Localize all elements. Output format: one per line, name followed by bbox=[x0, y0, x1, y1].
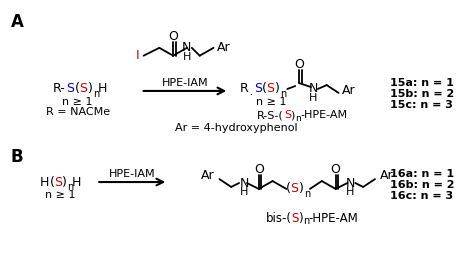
Text: ): ) bbox=[290, 110, 295, 120]
Text: n ≥ 1: n ≥ 1 bbox=[63, 97, 93, 107]
Text: -HPE-AM: -HPE-AM bbox=[308, 212, 358, 225]
Text: n ≥ 1: n ≥ 1 bbox=[45, 190, 75, 200]
Text: N: N bbox=[182, 41, 191, 54]
Text: H: H bbox=[182, 52, 191, 62]
Text: 16c: n = 3: 16c: n = 3 bbox=[390, 191, 453, 201]
Text: (: ( bbox=[286, 183, 291, 195]
Text: B: B bbox=[10, 148, 23, 166]
Text: Ar: Ar bbox=[201, 169, 214, 182]
Text: Ar: Ar bbox=[380, 169, 393, 182]
Text: S: S bbox=[266, 82, 274, 95]
Text: -HPE-AM: -HPE-AM bbox=[300, 110, 347, 120]
Text: n ≥ 1: n ≥ 1 bbox=[256, 97, 287, 107]
Text: ): ) bbox=[275, 82, 280, 95]
Text: S: S bbox=[284, 110, 292, 120]
Text: n: n bbox=[93, 89, 100, 99]
Text: H: H bbox=[39, 175, 49, 188]
Text: N: N bbox=[346, 177, 355, 190]
Text: n: n bbox=[280, 89, 286, 99]
Text: (: ( bbox=[262, 82, 267, 95]
Text: O: O bbox=[254, 163, 264, 176]
Text: n: n bbox=[295, 114, 301, 123]
Text: H: H bbox=[72, 175, 82, 188]
Text: R-S-(: R-S-( bbox=[257, 110, 283, 120]
Text: ): ) bbox=[298, 212, 303, 225]
Text: 15c: n = 3: 15c: n = 3 bbox=[390, 100, 453, 110]
Text: 16a: n = 1: 16a: n = 1 bbox=[390, 169, 454, 179]
Text: R-: R- bbox=[53, 82, 66, 95]
Text: 16b: n = 2: 16b: n = 2 bbox=[390, 180, 454, 190]
Text: R = NACMe: R = NACMe bbox=[46, 107, 109, 118]
Text: Ar: Ar bbox=[342, 84, 355, 97]
Text: n: n bbox=[304, 189, 310, 199]
Text: ): ) bbox=[299, 183, 303, 195]
Text: ): ) bbox=[63, 175, 67, 188]
Text: (: ( bbox=[75, 82, 80, 95]
Text: ): ) bbox=[88, 82, 93, 95]
Text: .: . bbox=[250, 87, 254, 97]
Text: 15a: n = 1: 15a: n = 1 bbox=[390, 78, 454, 88]
Text: N: N bbox=[308, 82, 318, 95]
Text: n: n bbox=[68, 182, 74, 192]
Text: A: A bbox=[10, 13, 24, 30]
Text: H: H bbox=[309, 93, 317, 103]
Text: H: H bbox=[98, 82, 107, 95]
Text: S: S bbox=[292, 212, 299, 225]
Text: O: O bbox=[294, 58, 304, 71]
Text: S: S bbox=[66, 82, 74, 95]
Text: (: ( bbox=[50, 175, 55, 188]
Text: S: S bbox=[80, 82, 88, 95]
Text: S: S bbox=[290, 183, 298, 195]
Text: O: O bbox=[168, 30, 178, 43]
Text: 15b: n = 2: 15b: n = 2 bbox=[390, 89, 454, 99]
Text: S: S bbox=[254, 82, 262, 95]
Text: I: I bbox=[136, 49, 139, 62]
Text: bis-(: bis-( bbox=[265, 212, 292, 225]
Text: HPE-IAM: HPE-IAM bbox=[109, 169, 155, 179]
Text: H: H bbox=[240, 187, 248, 197]
Text: n: n bbox=[303, 216, 310, 226]
Text: H: H bbox=[346, 187, 355, 197]
Text: Ar = 4-hydroxyphenol: Ar = 4-hydroxyphenol bbox=[175, 123, 298, 133]
Text: S: S bbox=[54, 175, 62, 188]
Text: HPE-IAM: HPE-IAM bbox=[162, 78, 208, 88]
Text: Ar: Ar bbox=[217, 41, 230, 54]
Text: O: O bbox=[331, 163, 340, 176]
Text: N: N bbox=[239, 177, 249, 190]
Text: R: R bbox=[240, 82, 248, 95]
